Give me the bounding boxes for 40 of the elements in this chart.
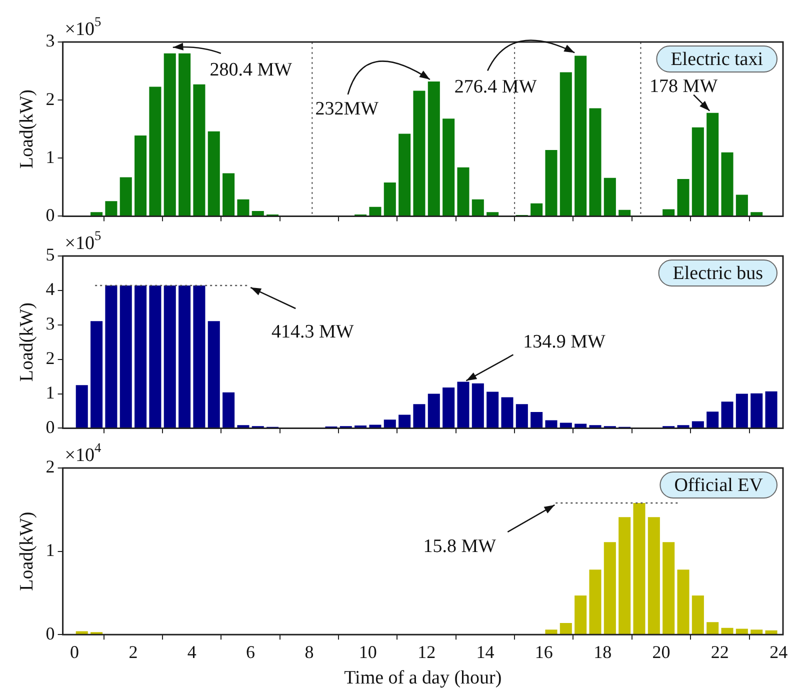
y-axis-title: Load(kW) [16,512,38,591]
y-tick-label: 2 [46,456,55,477]
x-tick-label: 24 [770,642,788,662]
x-tick-label: 20 [652,642,670,662]
y-tick-label: 0 [46,204,55,225]
y-tick-label: 1 [46,540,55,560]
y-axis-title: Load(kW) [16,302,38,382]
text: Electric taxi [670,48,763,70]
annotation: 276.4 MW [454,76,537,98]
y-tick-label: 2 [46,88,55,109]
x-tick-label: 18 [594,642,612,662]
annotation: 134.9 MW [523,332,606,353]
annotation: 232MW [315,98,379,120]
x-tick-label: 14 [476,642,494,662]
text: Electric bus [672,262,764,284]
y-tick-label: 5 [46,244,55,265]
y-tick-label: 3 [46,30,55,51]
x-tick-label: 6 [246,642,256,662]
annotation: 414.3 MW [271,322,354,342]
y-tick-label: 4 [46,279,55,300]
y-tick-label: 1 [46,382,55,402]
x-tick-label: 10 [358,642,377,662]
x-tick-label: 2 [128,642,138,662]
y-tick-label: 0 [46,416,55,437]
annotation: 178 MW [650,76,718,97]
x-tick-label: 0 [70,642,80,662]
x-axis-title: Time of a day (hour) [344,668,502,689]
y-tick-label: 0 [46,623,55,644]
y-tick-label: 3 [46,314,55,334]
x-tick-label: 22 [710,642,729,662]
annotation: 15.8 MW [423,536,496,557]
x-tick-label: 4 [187,642,196,662]
x-tick-label: 12 [418,642,436,662]
x-tick-label: 16 [534,642,553,662]
y-tick-label: 1 [46,146,55,167]
annotation: 280.4 MW [210,59,292,80]
x-tick-label: 8 [304,642,314,662]
y-axis-title: Load(kW) [16,90,38,169]
series-label: Official EV [674,474,764,496]
y-tick-label: 2 [46,348,55,368]
